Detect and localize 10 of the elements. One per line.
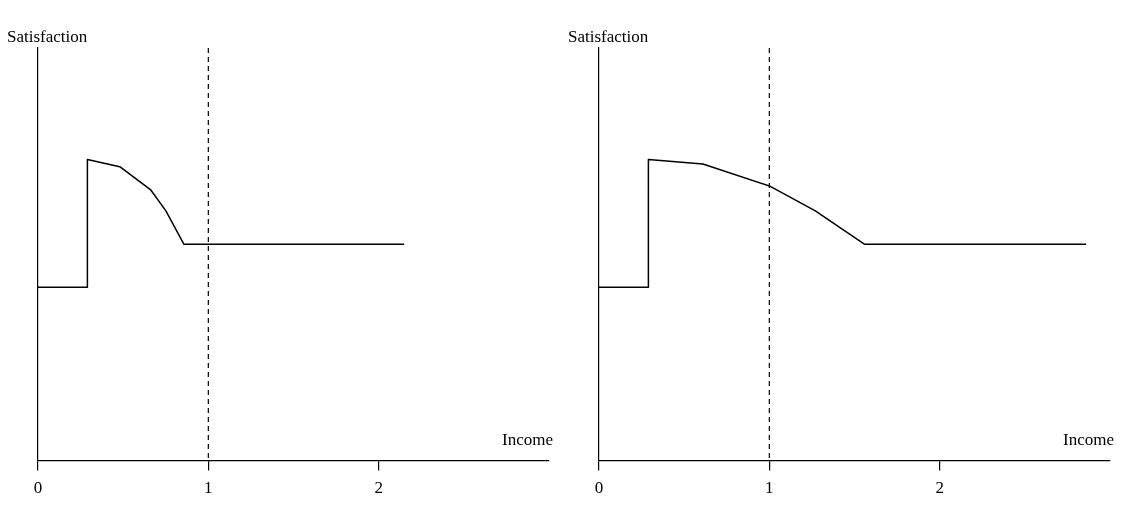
x-tick-label: 2 [935,478,944,498]
x-axis-title: Income [1063,429,1114,449]
y-axis-title: Satisfaction [7,26,88,46]
x-tick-label: 2 [374,478,383,498]
x-tick-label: 0 [33,478,43,498]
y-axis-title: Satisfaction [568,26,649,46]
x-tick-label: 1 [204,478,213,498]
x-axis-title: Income [502,429,553,449]
x-tick-label: 0 [594,478,604,498]
x-tick-label: 1 [765,478,774,498]
